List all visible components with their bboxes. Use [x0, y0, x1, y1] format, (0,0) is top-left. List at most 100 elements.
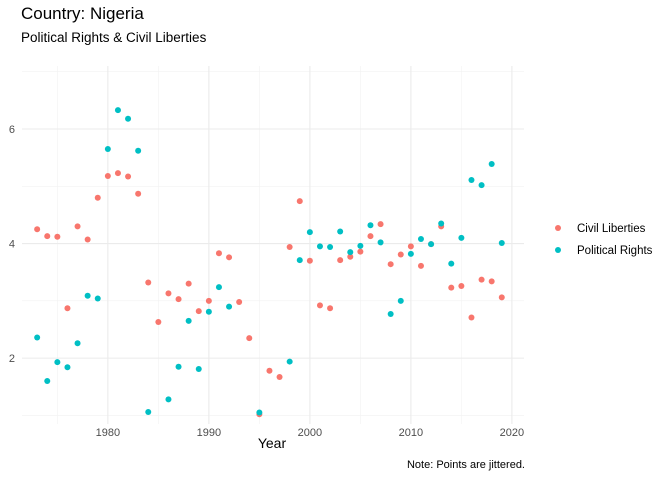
data-point: [125, 115, 132, 122]
data-point: [175, 363, 182, 370]
y-tick-label: 6: [9, 124, 15, 136]
legend-key: [555, 247, 561, 253]
data-point: [316, 243, 323, 250]
data-point: [357, 248, 364, 255]
data-point: [74, 340, 81, 347]
data-point: [114, 170, 121, 177]
grid-lines: [22, 66, 524, 424]
data-point: [246, 335, 253, 342]
data-point: [417, 235, 424, 242]
data-point: [276, 374, 283, 381]
x-axis-label: Year: [258, 435, 287, 451]
data-point: [377, 221, 384, 228]
data-point: [347, 253, 354, 260]
data-point: [54, 359, 61, 366]
data-point: [54, 233, 61, 240]
axis-labels: 1980 1990 2000 2010 2020 2 4 6: [9, 124, 524, 439]
data-point: [185, 280, 192, 287]
data-point: [488, 160, 495, 167]
data-point: [387, 261, 394, 268]
x-tick-label: 2020: [500, 427, 524, 439]
legend-label: Civil Liberties: [577, 223, 646, 235]
data-point: [114, 107, 121, 114]
data-point: [316, 302, 323, 309]
data-point: [327, 305, 334, 312]
data-point: [94, 194, 101, 201]
data-point: [286, 244, 293, 251]
data-point: [428, 241, 435, 248]
data-point: [306, 257, 313, 264]
data-point: [488, 278, 495, 285]
chart-title: Country: Nigeria: [21, 4, 144, 23]
data-points: [34, 107, 505, 418]
data-point: [215, 250, 222, 257]
data-point: [478, 182, 485, 189]
data-point: [387, 311, 394, 318]
x-tick-label: 1990: [197, 427, 221, 439]
data-point: [104, 172, 111, 179]
data-point: [448, 284, 455, 291]
data-point: [64, 364, 71, 371]
data-point: [84, 236, 91, 243]
data-point: [498, 239, 505, 246]
data-point: [64, 305, 71, 312]
data-point: [195, 308, 202, 315]
data-point: [458, 234, 465, 241]
data-point: [165, 396, 172, 403]
legend-label: Political Rights: [577, 245, 653, 257]
data-point: [44, 233, 51, 240]
data-point: [438, 220, 445, 227]
data-point: [84, 292, 91, 299]
x-tick-label: 2010: [399, 427, 423, 439]
data-point: [367, 222, 374, 229]
data-point: [468, 176, 475, 183]
data-point: [417, 262, 424, 269]
data-point: [498, 294, 505, 301]
data-point: [155, 319, 162, 326]
y-tick-label: 2: [9, 353, 15, 365]
x-tick-label: 2000: [298, 427, 322, 439]
data-point: [256, 409, 263, 416]
data-point: [125, 173, 132, 180]
data-point: [104, 146, 111, 153]
data-point: [226, 254, 233, 261]
data-point: [44, 378, 51, 385]
data-point: [195, 366, 202, 373]
data-point: [94, 295, 101, 302]
data-point: [165, 290, 172, 297]
data-point: [367, 233, 374, 240]
data-point: [337, 228, 344, 235]
y-tick-label: 4: [9, 239, 15, 251]
data-point: [175, 296, 182, 303]
data-point: [266, 367, 273, 374]
data-point: [377, 239, 384, 246]
data-point: [407, 243, 414, 250]
legend-key: [555, 225, 561, 231]
data-point: [135, 147, 142, 154]
data-point: [145, 279, 152, 286]
data-point: [236, 298, 243, 305]
data-point: [135, 190, 142, 197]
data-point: [327, 244, 334, 251]
data-point: [448, 260, 455, 267]
data-point: [286, 358, 293, 365]
data-point: [205, 308, 212, 315]
data-point: [296, 198, 303, 205]
data-point: [205, 297, 212, 304]
data-point: [407, 250, 414, 257]
legend: Civil Liberties Political Rights: [555, 223, 653, 257]
data-point: [226, 303, 233, 310]
data-point: [347, 249, 354, 256]
data-point: [34, 226, 41, 233]
data-point: [185, 317, 192, 324]
data-point: [397, 297, 404, 304]
data-point: [397, 251, 404, 258]
data-point: [296, 257, 303, 264]
data-point: [74, 223, 81, 230]
chart-caption: Note: Points are jittered.: [406, 459, 525, 471]
data-point: [34, 334, 41, 341]
data-point: [357, 242, 364, 249]
data-point: [337, 257, 344, 264]
x-tick-label: 1980: [96, 427, 120, 439]
